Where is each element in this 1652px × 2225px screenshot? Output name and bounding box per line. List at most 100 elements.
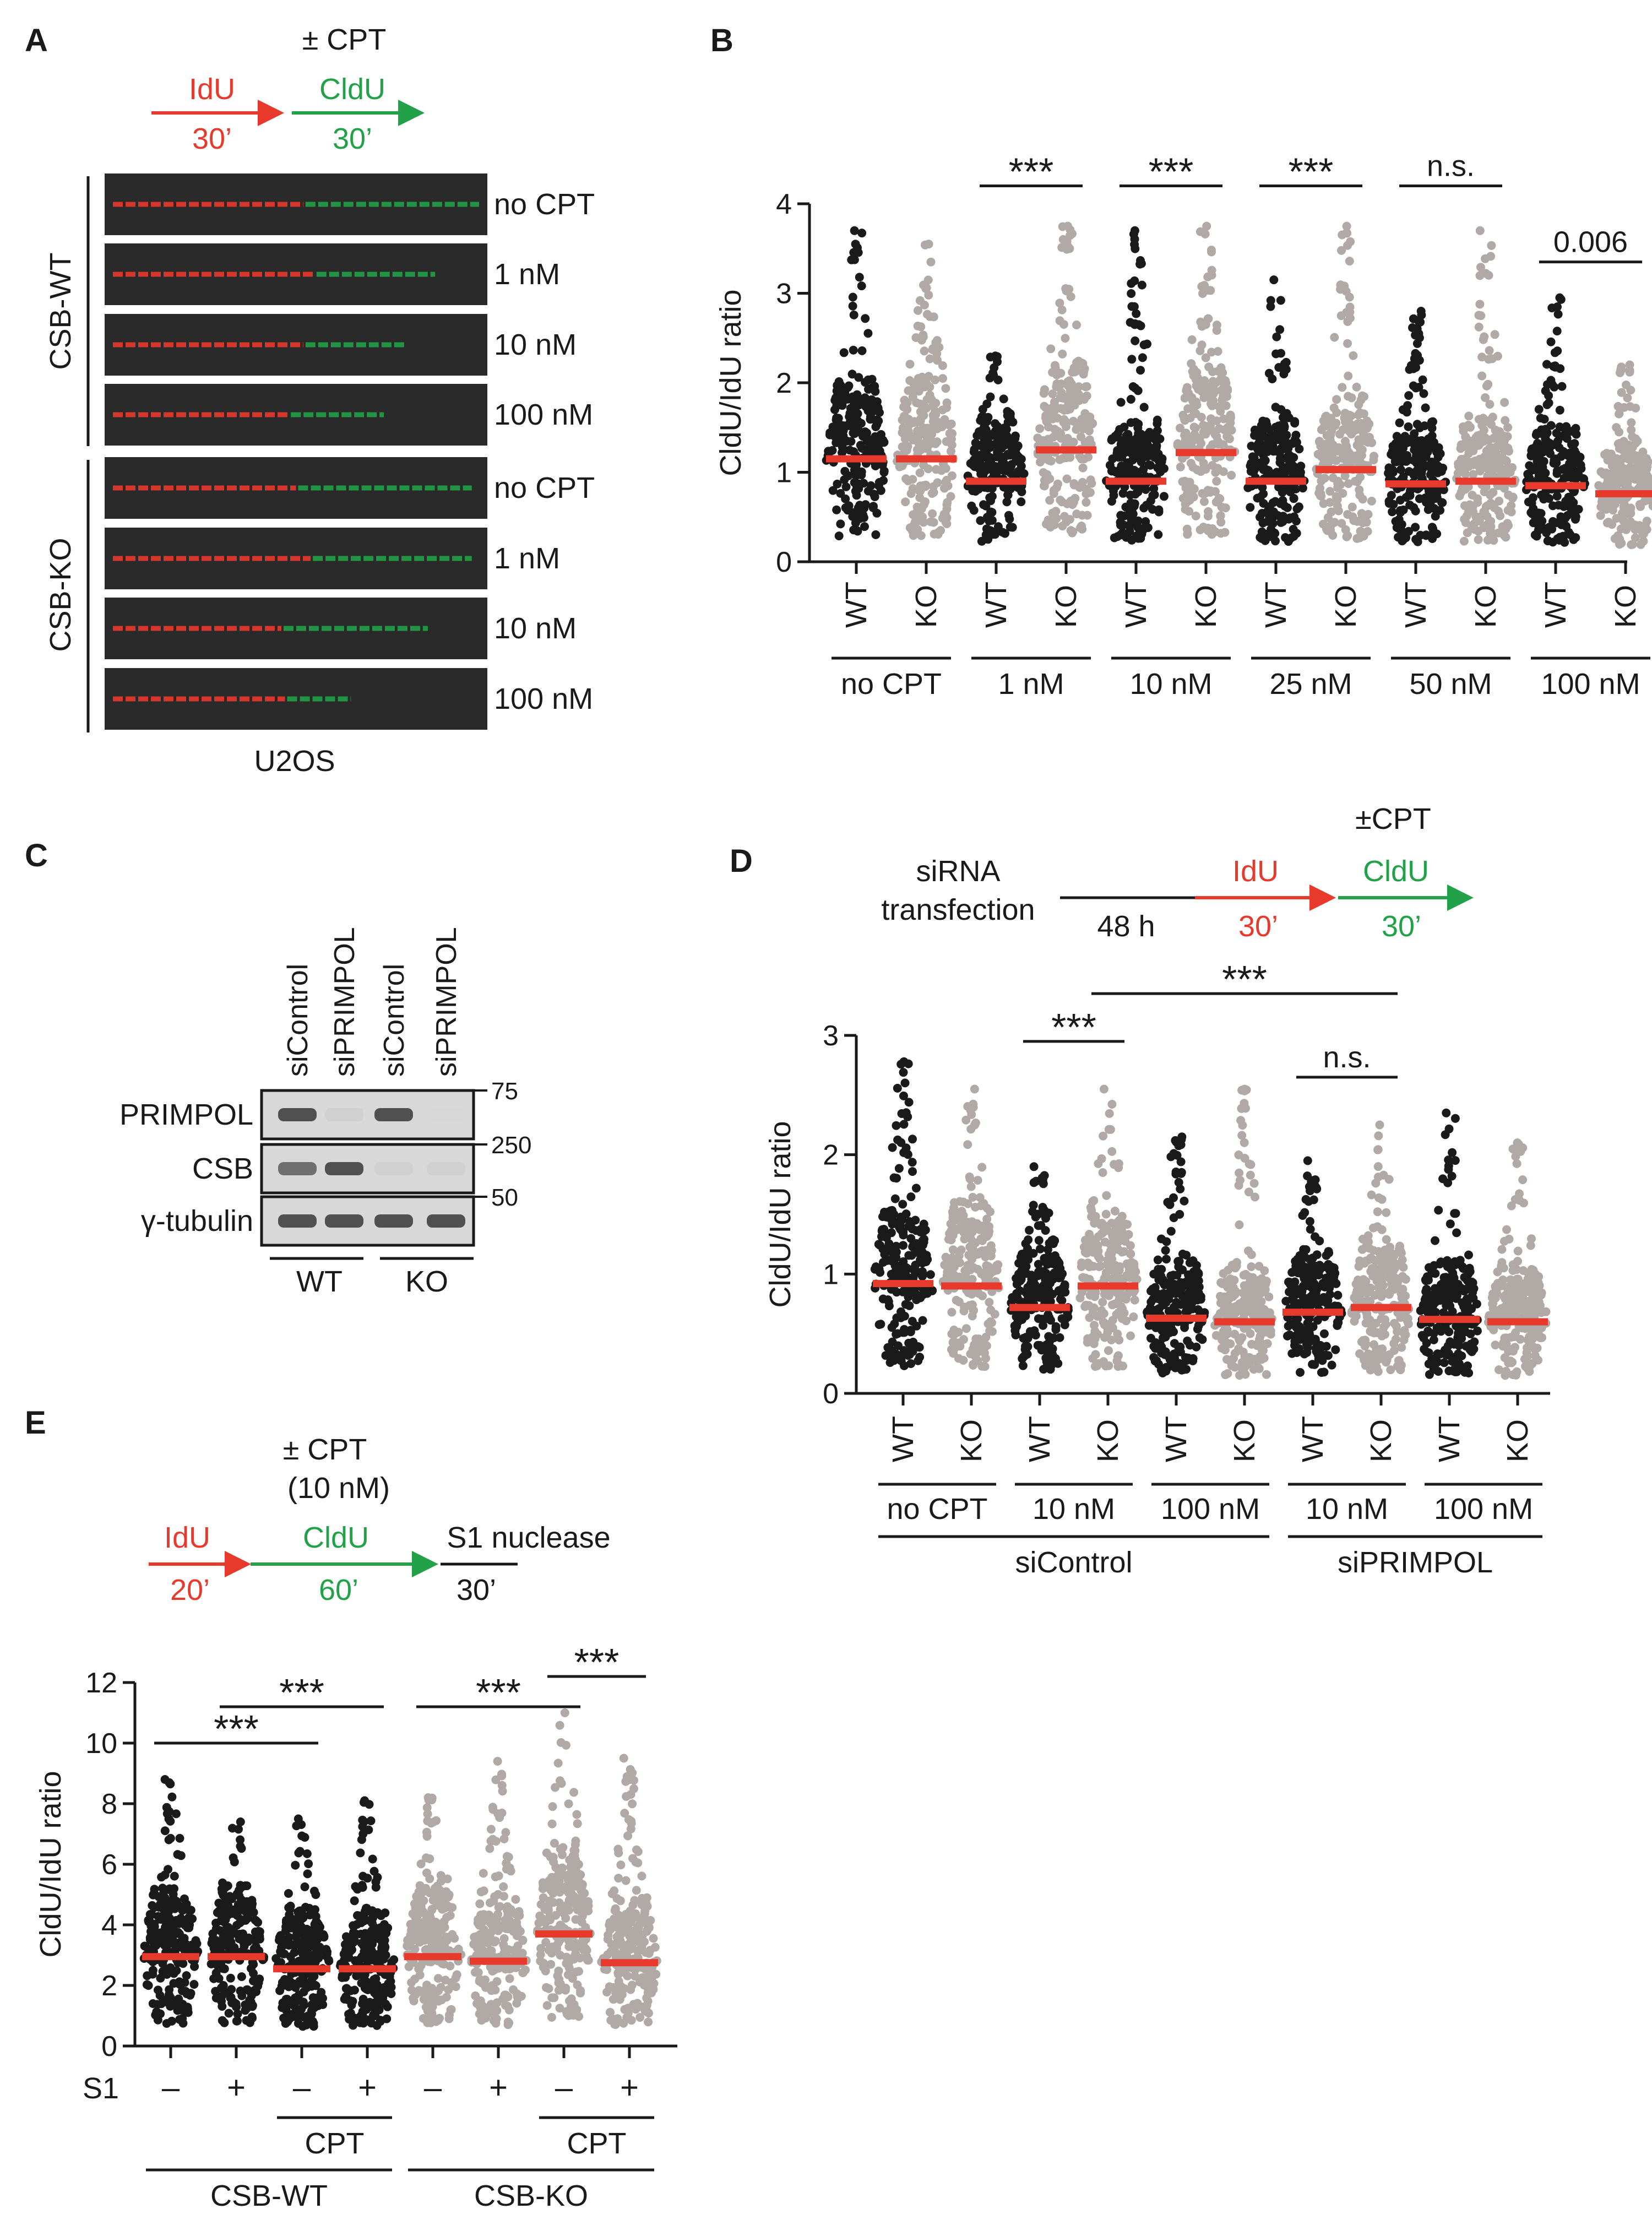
data-point (999, 394, 1008, 404)
data-point (1545, 523, 1554, 532)
data-point (1371, 1318, 1381, 1328)
data-point (1187, 393, 1197, 402)
data-point (841, 482, 851, 491)
data-point (1275, 325, 1285, 334)
data-point (1332, 456, 1341, 465)
y-tick-label: 2 (776, 367, 792, 399)
data-point (1176, 462, 1185, 471)
x-tick-label: WT (840, 582, 873, 628)
data-point (1427, 424, 1437, 433)
data-point (1337, 246, 1346, 255)
data-point (909, 510, 918, 519)
data-point (1034, 1209, 1043, 1219)
data-point (1144, 443, 1154, 452)
data-point (920, 346, 929, 356)
data-point (1068, 528, 1077, 538)
data-point (1185, 496, 1194, 505)
data-point (1249, 1179, 1259, 1188)
data-point (1485, 443, 1495, 453)
panel-letter-a: A (25, 23, 48, 58)
data-point (860, 522, 869, 531)
data-point (1046, 1316, 1055, 1325)
data-point (913, 322, 922, 330)
data-point (1154, 530, 1163, 539)
data-point (1195, 525, 1205, 534)
data-point (1045, 496, 1055, 505)
data-point (1064, 285, 1074, 294)
data-point (896, 1138, 906, 1147)
panel-c: siControl siPRIMPOL siControl siPRIMPOLPRIM… (119, 927, 531, 1298)
data-point (916, 399, 925, 409)
data-point (1608, 469, 1617, 478)
data-point (919, 332, 928, 341)
data-point (949, 1337, 959, 1346)
data-point (1345, 313, 1355, 323)
data-point (1503, 423, 1513, 432)
data-point (1333, 1290, 1343, 1300)
data-point (1303, 1171, 1312, 1181)
data-point (1161, 1279, 1170, 1289)
data-point (1218, 395, 1227, 404)
data-point (872, 420, 882, 429)
data-point (1379, 1322, 1388, 1332)
data-point (942, 504, 952, 514)
data-point (1172, 1298, 1181, 1307)
y-tick-label: 3 (823, 1020, 839, 1052)
data-point (1366, 1253, 1375, 1263)
data-point (1415, 494, 1424, 503)
data-point (1475, 226, 1485, 235)
panel-letter-b: B (710, 23, 733, 58)
idu-time: 30’ (1238, 910, 1278, 943)
data-point (1419, 389, 1428, 398)
data-point (1246, 503, 1255, 512)
data-point (921, 1225, 930, 1235)
data-point (912, 1226, 921, 1235)
data-point (1017, 497, 1026, 507)
data-point (1459, 536, 1469, 546)
data-point (901, 1209, 911, 1219)
data-point (1212, 321, 1221, 330)
data-point (1613, 439, 1623, 448)
data-point (1430, 438, 1438, 447)
data-point (1050, 516, 1059, 525)
data-point (840, 466, 850, 476)
data-point (1211, 468, 1220, 477)
data-point (926, 432, 935, 442)
data-point (1058, 349, 1067, 359)
data-point (1475, 517, 1484, 526)
data-point (1191, 1273, 1200, 1282)
data-point (890, 1194, 900, 1203)
data-point (1484, 270, 1493, 280)
data-point (1266, 296, 1275, 305)
blot-band (278, 1214, 317, 1228)
data-point (1106, 1125, 1115, 1134)
data-point (1276, 296, 1285, 305)
data-point (1151, 1269, 1160, 1279)
data-point (970, 1120, 979, 1130)
data-point (1401, 1291, 1410, 1300)
data-point (1200, 230, 1210, 238)
data-point (1116, 520, 1125, 530)
data-point (1508, 493, 1517, 503)
data-point (1274, 421, 1283, 431)
data-point (1139, 503, 1149, 513)
data-point (1434, 1206, 1443, 1215)
data-point (870, 1265, 879, 1274)
data-point (925, 354, 934, 363)
data-point (1569, 447, 1579, 455)
data-point (1096, 1262, 1105, 1271)
data-point (1603, 477, 1612, 486)
data-point (1612, 455, 1621, 464)
data-point (1119, 1274, 1128, 1283)
data-point (1352, 382, 1361, 392)
data-point (900, 1311, 909, 1321)
data-point (1039, 1179, 1048, 1189)
data-point (1562, 422, 1571, 431)
data-point (1100, 1238, 1110, 1247)
data-point (1159, 492, 1169, 501)
data-point (913, 426, 922, 436)
data-point (986, 352, 995, 362)
data-point (1470, 525, 1480, 534)
data-point (1622, 525, 1631, 534)
cpt-label: ±CPT (1355, 802, 1431, 835)
